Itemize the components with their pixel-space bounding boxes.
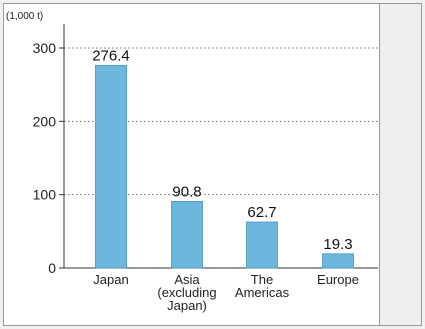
bar-3 — [322, 253, 354, 269]
y-tick-label-0: 0 — [48, 260, 56, 276]
category-label-3: Europe — [317, 272, 359, 287]
side-panel — [380, 3, 422, 326]
y-tick-label-300: 300 — [33, 40, 57, 56]
y-tick-label-200: 200 — [33, 113, 57, 129]
category-label-0: Japan — [93, 272, 128, 287]
bars — [95, 64, 354, 269]
category-label-2: The Americas — [235, 272, 290, 300]
y-tick-labels: 0 100 200 300 — [33, 40, 57, 276]
category-label-1: Asia (excluding Japan) — [157, 272, 216, 313]
data-labels: 276.4 90.8 62.7 19.3 — [92, 47, 352, 253]
y-tick-label-100: 100 — [33, 187, 57, 203]
data-label-2: 62.7 — [247, 204, 276, 221]
bar-0 — [95, 64, 127, 269]
plot-card — [3, 3, 380, 326]
data-label-3: 19.3 — [323, 236, 352, 253]
unit-label: (1,000 t) — [6, 11, 43, 22]
data-label-0: 276.4 — [92, 47, 130, 64]
data-label-1: 90.8 — [172, 183, 201, 200]
category-labels: Japan Asia (excluding Japan) The Americas Euro… — [93, 272, 359, 313]
bar-1 — [171, 201, 203, 269]
bar-2 — [246, 221, 278, 269]
